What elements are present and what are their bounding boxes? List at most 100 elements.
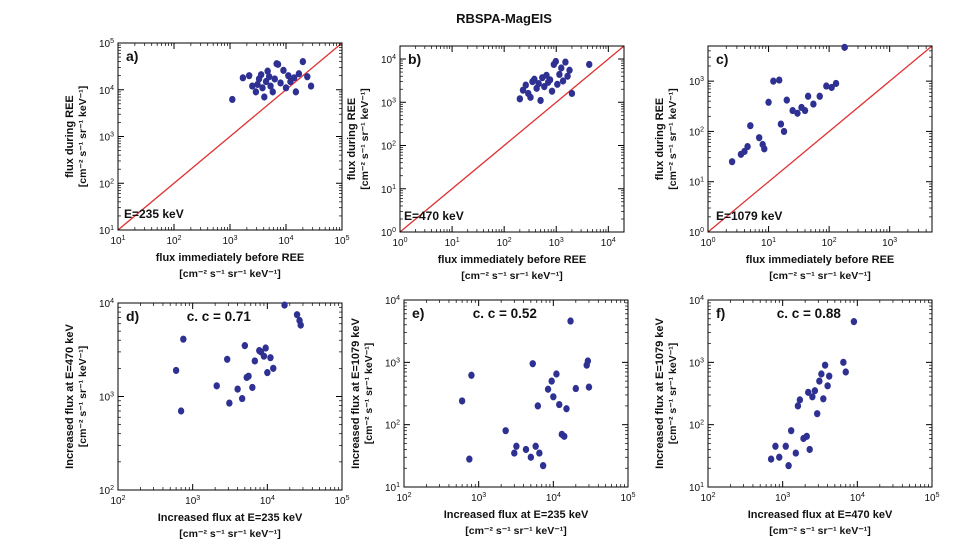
data-point — [466, 455, 473, 463]
y-tick-label: 100 — [381, 227, 396, 239]
data-point — [172, 366, 180, 375]
x-tick-label: 105 — [334, 235, 349, 247]
data-point — [238, 394, 246, 403]
x-axis-unit: [cm⁻² s⁻¹ sr⁻¹ keV⁻¹] — [465, 525, 567, 537]
data-point — [532, 442, 539, 450]
data-point — [267, 354, 274, 362]
y-tick-label: 105 — [99, 38, 114, 50]
data-point — [828, 83, 835, 92]
data-point — [548, 87, 556, 95]
data-point — [794, 402, 802, 410]
y-tick-label: 103 — [99, 392, 114, 404]
y-axis-unit: [cm⁻² s⁻¹ sr⁻¹ keV⁻¹] — [77, 86, 89, 188]
x-tick-label: 103 — [775, 492, 790, 504]
data-point — [832, 79, 840, 88]
y-tick-label: 103 — [385, 357, 400, 369]
data-point — [850, 318, 858, 326]
data-point — [816, 92, 823, 100]
y-tick-label: 102 — [689, 420, 704, 432]
data-point — [820, 395, 827, 403]
x-tick-label: 103 — [222, 235, 237, 247]
y-axis-label: flux during REE — [654, 98, 666, 181]
x-tick-label: 102 — [396, 492, 411, 504]
x-tick-label: 104 — [850, 492, 865, 504]
data-point — [550, 393, 557, 401]
y-tick-label: 102 — [99, 485, 114, 497]
data-point — [522, 445, 530, 454]
x-tick-label: 102 — [700, 492, 715, 504]
data-point — [564, 72, 571, 80]
data-point — [566, 66, 573, 74]
data-point — [213, 382, 220, 390]
data-point — [229, 95, 236, 104]
data-point — [804, 92, 812, 100]
data-point — [241, 342, 249, 350]
y-axis-unit: [cm⁻² s⁻¹ sr⁻¹ keV⁻¹] — [667, 343, 679, 445]
data-point — [761, 145, 768, 153]
y-tick-label: 101 — [381, 184, 396, 196]
data-point — [572, 384, 580, 393]
one-to-one-line — [707, 45, 933, 233]
energy-annotation: E=1079 keV — [716, 209, 782, 223]
correlation-coefficient: c. c = 0.88 — [777, 306, 842, 321]
x-axis-label: flux immediately before REE — [156, 252, 305, 264]
data-point — [776, 453, 783, 461]
y-axis-label: Increased flux at E=470 keV — [64, 324, 76, 469]
panel-label: a) — [126, 48, 138, 64]
data-point — [285, 72, 292, 80]
figure-title: RBSPA-MagEIS — [456, 11, 552, 26]
data-point — [259, 84, 266, 92]
data-point — [177, 407, 185, 415]
data-point — [842, 368, 849, 376]
x-tick-label: 103 — [471, 492, 486, 504]
data-point — [282, 84, 290, 92]
x-axis-unit: [cm⁻² s⁻¹ sr⁻¹ keV⁻¹] — [179, 268, 281, 280]
x-tick-label: 105 — [334, 495, 349, 507]
data-point — [226, 399, 233, 407]
data-point — [803, 432, 810, 440]
data-point — [806, 445, 813, 454]
data-point — [281, 301, 288, 309]
data-point — [776, 76, 783, 84]
data-point — [821, 361, 829, 369]
x-axis-label: Increased flux at E=235 keV — [158, 512, 303, 524]
data-point — [511, 449, 518, 457]
plot-frame — [707, 45, 933, 233]
data-point — [585, 383, 593, 391]
x-tick-label: 104 — [601, 237, 616, 249]
data-point — [584, 357, 592, 365]
y-tick-label: 100 — [689, 227, 704, 239]
data-point — [223, 355, 231, 363]
data-point — [468, 371, 475, 379]
data-point — [527, 453, 535, 461]
plot-frame — [117, 302, 343, 491]
x-tick-label: 102 — [166, 235, 181, 247]
y-tick-label: 101 — [99, 225, 114, 237]
data-point — [502, 427, 509, 435]
data-point — [261, 93, 268, 101]
y-tick-label: 101 — [689, 177, 704, 189]
minor-ticks — [404, 300, 628, 487]
data-point — [270, 364, 277, 372]
minor-ticks — [118, 303, 342, 490]
x-tick-label: 103 — [882, 237, 897, 249]
data-point — [252, 88, 260, 96]
data-point — [541, 83, 548, 91]
data-point — [563, 405, 570, 413]
data-point — [840, 358, 847, 366]
data-point — [516, 95, 524, 103]
data-point — [841, 43, 848, 51]
data-point — [787, 427, 795, 435]
y-tick-label: 103 — [689, 357, 704, 369]
x-tick-label: 104 — [546, 492, 561, 504]
data-point — [810, 100, 817, 108]
data-point — [562, 58, 569, 66]
panel-label: e) — [412, 305, 424, 321]
data-point — [254, 80, 261, 89]
data-point — [304, 73, 311, 81]
x-tick-label: 100 — [392, 237, 407, 249]
one-to-one-line — [117, 42, 343, 231]
x-axis-label: Increased flux at E=470 keV — [748, 509, 893, 521]
